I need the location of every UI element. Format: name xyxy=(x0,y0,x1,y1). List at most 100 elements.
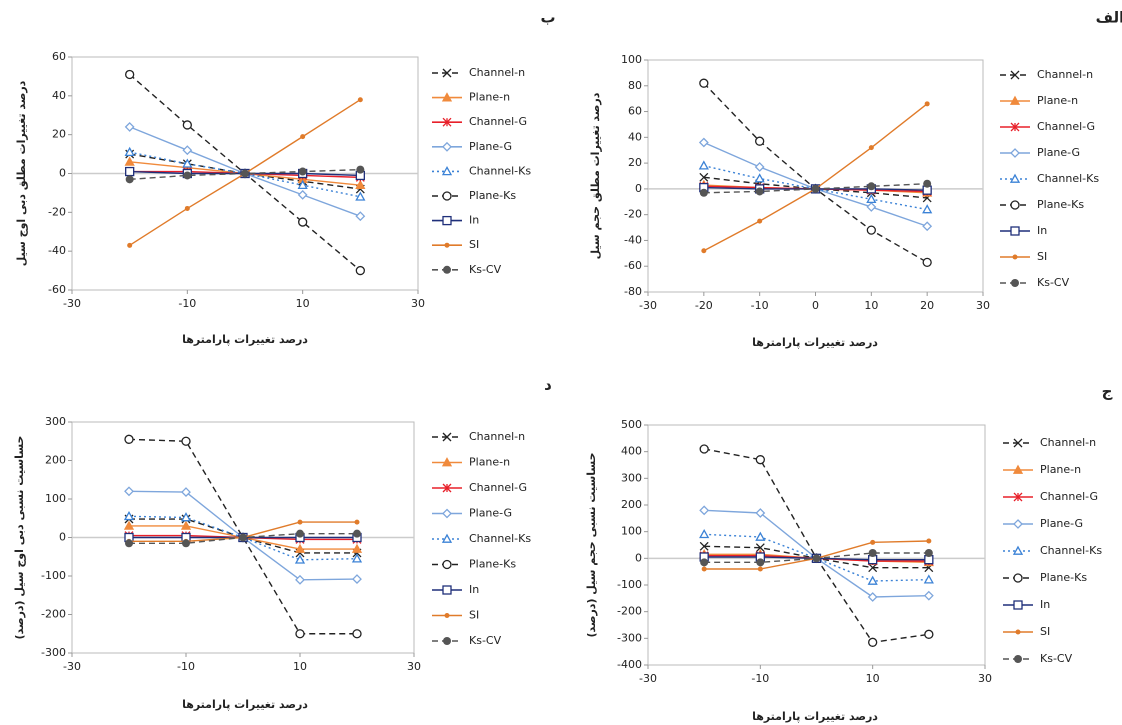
y-axis-label: حساسیت نسبی حجم سیل (درصد) xyxy=(585,452,598,637)
y-axis-label: درصد تغییرات مطلق دبی اوج سیل xyxy=(15,80,29,266)
marker-part xyxy=(1010,200,1020,210)
legend-label: Channel-n xyxy=(1040,436,1096,449)
legend-label: Channel-G xyxy=(1040,490,1098,503)
y-tick-label: 200 xyxy=(45,454,66,467)
legend-marker xyxy=(442,68,452,78)
legend-label: Plane-G xyxy=(469,140,512,153)
legend-marker xyxy=(1010,122,1020,132)
data-point xyxy=(755,136,765,146)
data-point xyxy=(125,539,133,548)
marker-part xyxy=(699,172,709,182)
marker-part xyxy=(357,97,363,103)
y-tick-label: 60 xyxy=(52,50,66,63)
legend-marker xyxy=(444,242,450,248)
x-axis-label: درصد تغییرات پارامترها xyxy=(182,698,308,711)
y-tick-label: -200 xyxy=(617,605,642,618)
data-point xyxy=(181,436,191,446)
x-tick-label: 20 xyxy=(920,299,934,312)
marker-part xyxy=(699,188,708,197)
legend-label: Channel-Ks xyxy=(1037,172,1099,185)
x-tick-label: -10 xyxy=(751,299,769,312)
legend-label: Ks-CV xyxy=(1040,652,1073,665)
data-point xyxy=(294,543,306,553)
legend-label: Plane-Ks xyxy=(1040,571,1087,584)
data-point xyxy=(699,505,710,516)
x-tick-label: 30 xyxy=(407,660,421,673)
marker-part xyxy=(294,554,306,564)
legend-marker xyxy=(442,141,452,152)
y-axis-label: درصد تغییرات مطلق حجم سیل xyxy=(589,92,602,259)
data-point xyxy=(754,173,765,183)
plot-area xyxy=(647,59,984,293)
data-point xyxy=(123,520,135,530)
data-point xyxy=(698,137,709,148)
data-point xyxy=(924,629,934,639)
legend-marker xyxy=(1013,573,1023,583)
marker-part xyxy=(922,204,933,214)
marker-part xyxy=(926,538,932,544)
panel-label: الف xyxy=(1096,9,1122,27)
marker-part xyxy=(351,553,363,563)
marker-part xyxy=(353,529,361,538)
marker-part xyxy=(182,158,193,168)
data-point xyxy=(182,120,192,130)
legend-marker xyxy=(1010,226,1020,236)
data-point xyxy=(182,158,193,168)
data-point xyxy=(755,508,766,518)
data-point xyxy=(182,539,190,548)
data-point xyxy=(755,531,766,541)
marker-part xyxy=(184,205,190,211)
data-point xyxy=(699,188,708,197)
data-point xyxy=(296,529,304,538)
legend-marker xyxy=(442,191,452,201)
marker-part xyxy=(756,558,765,567)
data-point xyxy=(756,558,765,567)
data-point xyxy=(295,574,305,585)
marker-part xyxy=(442,508,452,519)
marker-part xyxy=(754,162,765,172)
marker-part xyxy=(124,146,135,156)
marker-part xyxy=(355,179,366,190)
marker-part xyxy=(755,136,765,146)
data-point xyxy=(867,592,878,602)
legend-label: Channel-G xyxy=(1037,120,1095,133)
data-point xyxy=(351,553,363,563)
marker-part xyxy=(1012,545,1024,555)
marker-part xyxy=(442,432,452,442)
legend-marker xyxy=(1015,629,1021,635)
x-tick-label: -30 xyxy=(63,660,81,673)
data-point xyxy=(124,156,135,166)
panel-label: ب xyxy=(540,9,555,27)
data-point xyxy=(699,444,709,454)
marker-part xyxy=(127,242,133,248)
marker-part xyxy=(923,179,932,188)
legend-label: In xyxy=(469,214,479,227)
data-point xyxy=(812,554,821,563)
data-point xyxy=(922,221,933,232)
y-tick-label: -100 xyxy=(41,569,66,582)
data-point xyxy=(926,538,932,544)
marker-part xyxy=(923,574,934,584)
legend-label: Channel-Ks xyxy=(1040,544,1102,557)
marker-part xyxy=(924,549,933,557)
series-line xyxy=(703,82,928,263)
data-point xyxy=(354,519,360,525)
data-point xyxy=(924,101,930,107)
legend-marker xyxy=(1010,200,1020,210)
legend-marker xyxy=(1013,438,1023,448)
marker-part xyxy=(442,215,452,226)
marker-part xyxy=(867,592,878,602)
legend-label: Ks-CV xyxy=(469,263,502,276)
data-point xyxy=(298,167,307,176)
y-tick-label: -20 xyxy=(48,205,66,218)
marker-part xyxy=(442,559,452,570)
marker-part xyxy=(1013,573,1023,583)
marker-part xyxy=(441,457,453,467)
marker-part xyxy=(755,508,766,518)
legend-marker xyxy=(442,559,452,570)
marker-part xyxy=(1012,464,1024,474)
data-point xyxy=(923,590,934,601)
legend-label: Channel-Ks xyxy=(469,532,531,545)
marker-part xyxy=(444,242,450,248)
marker-part xyxy=(922,221,933,232)
